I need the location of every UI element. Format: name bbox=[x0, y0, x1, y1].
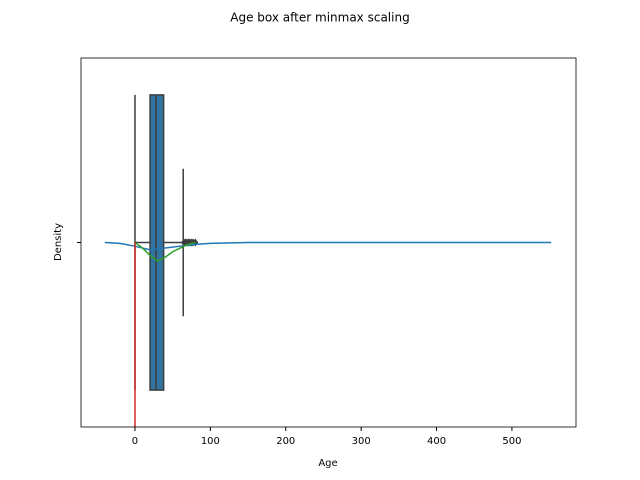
x-tick-label: 500 bbox=[502, 436, 521, 447]
x-tick-label: 0 bbox=[132, 436, 138, 447]
x-tick-label: 300 bbox=[352, 436, 371, 447]
x-tick-label: 200 bbox=[276, 436, 295, 447]
box bbox=[149, 94, 165, 391]
y-axis-label: Density bbox=[53, 223, 64, 261]
chart-title: Age box after minmax scaling bbox=[230, 11, 409, 25]
kde-line bbox=[134, 241, 196, 262]
x-tick-label: 100 bbox=[201, 436, 220, 447]
x-tick-label: 400 bbox=[427, 436, 446, 447]
x-axis-label: Age bbox=[318, 458, 337, 469]
kde-line bbox=[104, 241, 552, 251]
plot-frame bbox=[80, 57, 577, 428]
